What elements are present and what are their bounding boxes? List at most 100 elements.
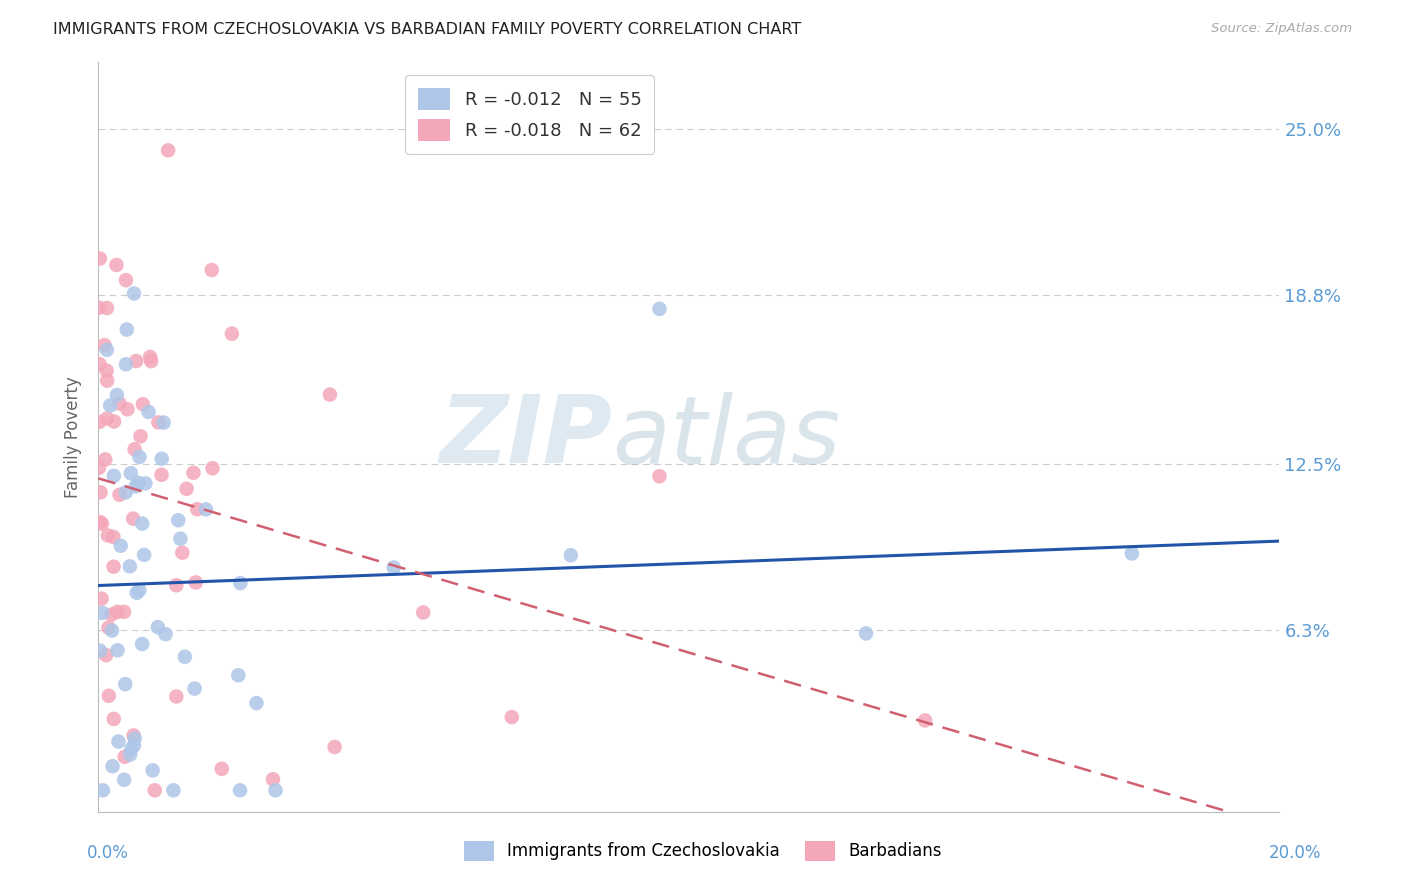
Point xyxy=(124,731,146,746)
Point xyxy=(183,681,205,696)
Point xyxy=(101,624,124,638)
Point xyxy=(648,469,671,483)
Point xyxy=(132,397,155,411)
Point xyxy=(162,783,184,797)
Point xyxy=(114,677,136,691)
Point xyxy=(120,742,142,756)
Point xyxy=(87,460,110,475)
Point xyxy=(107,734,129,748)
Point xyxy=(124,442,146,457)
Text: Source: ZipAtlas.com: Source: ZipAtlas.com xyxy=(1212,22,1353,36)
Point xyxy=(141,354,163,368)
Point xyxy=(103,712,125,726)
Point xyxy=(103,559,125,574)
Point xyxy=(229,783,252,797)
Point xyxy=(167,513,190,527)
Point xyxy=(148,416,170,430)
Point xyxy=(501,710,523,724)
Point xyxy=(382,560,405,574)
Point xyxy=(96,301,118,315)
Point xyxy=(131,516,153,531)
Point xyxy=(150,451,173,466)
Point xyxy=(914,714,936,728)
Point xyxy=(91,783,114,797)
Point xyxy=(124,479,146,493)
Point xyxy=(89,252,111,266)
Point xyxy=(122,729,145,743)
Point xyxy=(90,516,112,531)
Point xyxy=(211,762,233,776)
Point xyxy=(97,621,120,635)
Point xyxy=(129,429,152,443)
Point xyxy=(117,402,139,417)
Point xyxy=(319,387,342,401)
Point xyxy=(91,606,114,620)
Point xyxy=(155,627,177,641)
Text: 0.0%: 0.0% xyxy=(87,844,129,862)
Point xyxy=(138,405,160,419)
Point xyxy=(97,689,120,703)
Point xyxy=(169,532,191,546)
Point xyxy=(127,475,149,490)
Point xyxy=(107,605,129,619)
Point xyxy=(128,450,150,464)
Point xyxy=(176,482,198,496)
Point xyxy=(90,591,112,606)
Point xyxy=(125,586,148,600)
Point xyxy=(90,485,112,500)
Point xyxy=(122,286,145,301)
Point xyxy=(118,559,141,574)
Point xyxy=(120,747,142,762)
Text: 20.0%: 20.0% xyxy=(1270,844,1322,862)
Point xyxy=(89,415,111,429)
Point xyxy=(89,643,111,657)
Point xyxy=(100,607,122,622)
Point xyxy=(229,576,252,591)
Point xyxy=(648,301,671,316)
Point xyxy=(103,530,125,544)
Point xyxy=(134,476,156,491)
Point xyxy=(139,350,162,364)
Y-axis label: Family Poverty: Family Poverty xyxy=(65,376,83,498)
Point xyxy=(201,263,224,277)
Point xyxy=(96,374,118,388)
Point xyxy=(108,488,131,502)
Point xyxy=(96,343,118,357)
Point xyxy=(112,605,135,619)
Point xyxy=(103,469,125,483)
Point xyxy=(143,783,166,797)
Point xyxy=(97,528,120,542)
Point xyxy=(262,772,284,787)
Point xyxy=(245,696,267,710)
Point xyxy=(114,485,136,500)
Point xyxy=(226,668,249,682)
Point xyxy=(201,461,224,475)
Point xyxy=(165,578,187,592)
Point xyxy=(98,399,121,413)
Point xyxy=(101,759,124,773)
Point xyxy=(96,411,118,425)
Point xyxy=(194,502,217,516)
Point xyxy=(560,548,582,562)
Point xyxy=(89,515,111,529)
Point xyxy=(128,583,150,598)
Point xyxy=(152,416,174,430)
Point xyxy=(115,322,138,336)
Point xyxy=(94,648,117,662)
Point xyxy=(146,620,169,634)
Point xyxy=(89,357,111,371)
Point xyxy=(93,338,115,352)
Point xyxy=(105,258,128,272)
Point xyxy=(103,415,125,429)
Point xyxy=(1121,546,1143,560)
Point xyxy=(173,649,195,664)
Point xyxy=(122,739,145,753)
Legend: R = -0.012   N = 55, R = -0.018   N = 62: R = -0.012 N = 55, R = -0.018 N = 62 xyxy=(405,75,654,153)
Point xyxy=(110,539,132,553)
Point xyxy=(115,273,138,287)
Text: ZIP: ZIP xyxy=(439,391,612,483)
Point xyxy=(186,502,208,516)
Point xyxy=(114,749,136,764)
Point xyxy=(94,452,117,467)
Point xyxy=(157,144,180,158)
